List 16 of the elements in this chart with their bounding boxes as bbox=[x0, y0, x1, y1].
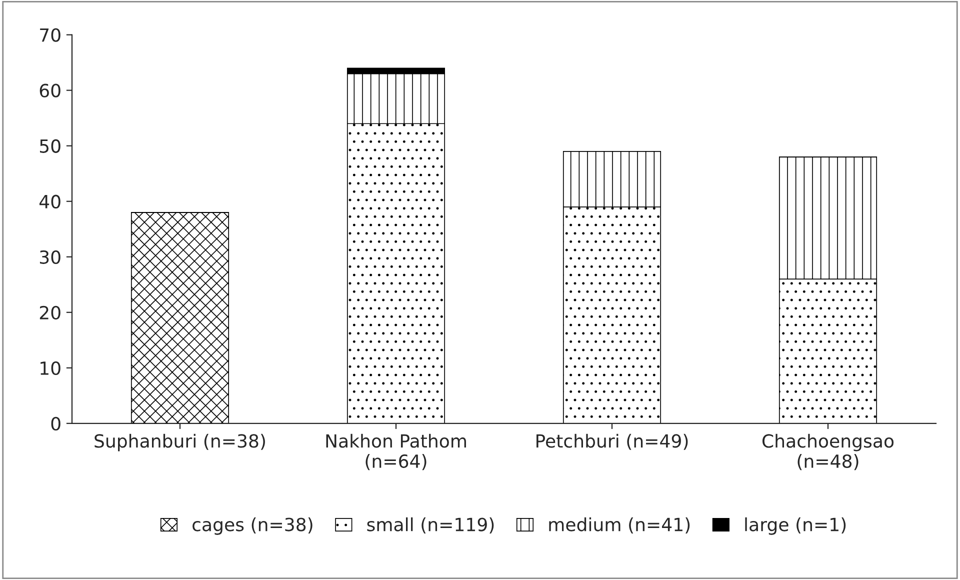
legend-label: cages (n=38) bbox=[192, 517, 312, 535]
x-tick-label: Chachoengsao (n=48) bbox=[762, 434, 894, 470]
y-tick-label: 10 bbox=[40, 361, 60, 375]
y-tick-label: 70 bbox=[40, 28, 60, 42]
y-tick-label: 0 bbox=[51, 416, 60, 431]
y-tick-label: 40 bbox=[39, 194, 60, 208]
x-tick-label: Petchburi (n=49) bbox=[536, 434, 688, 450]
x-tick-label: Nakhon Pathom (n=64) bbox=[326, 434, 466, 470]
legend-label: small (n=119) bbox=[367, 517, 494, 534]
y-tick-label: 20 bbox=[40, 306, 60, 320]
y-tick-label: 50 bbox=[40, 139, 60, 153]
y-tick-label: 30 bbox=[40, 250, 60, 264]
legend-label: large (n=1) bbox=[745, 517, 846, 535]
y-tick-label: 60 bbox=[40, 84, 60, 98]
legend-label: medium (n=41) bbox=[549, 517, 690, 534]
x-tick-label: Suphanburi (n=38) bbox=[94, 434, 265, 452]
